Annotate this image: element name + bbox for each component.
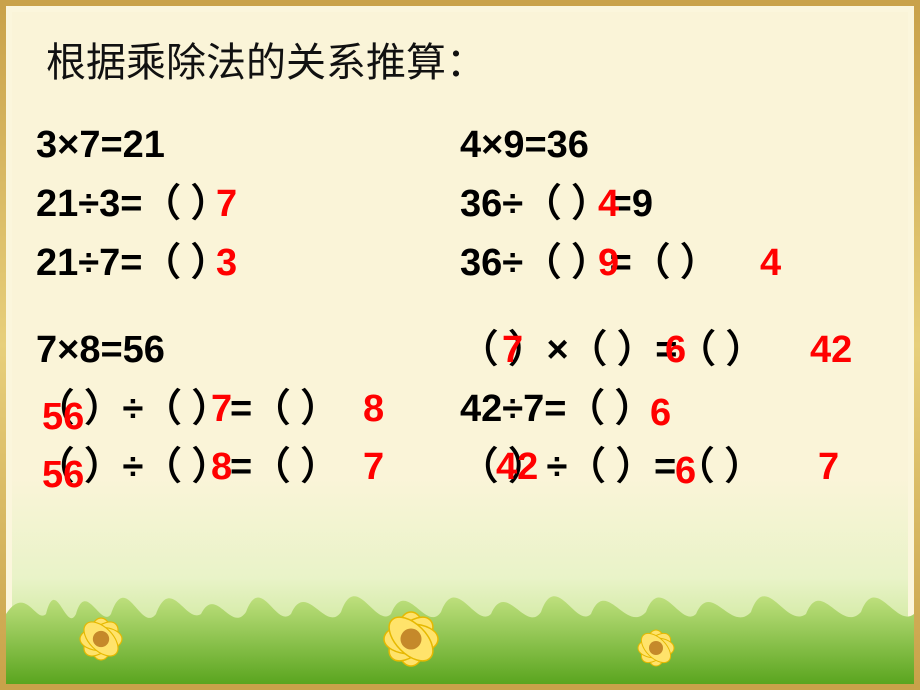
answer: 42 — [496, 438, 538, 497]
eq-text: 3×7=21 — [36, 124, 165, 166]
answer: 4 — [760, 234, 781, 293]
answer: 56 — [42, 388, 84, 447]
eq-text: 4×9=36 — [460, 124, 589, 166]
eq-text: 21÷7=（ ） — [36, 242, 229, 284]
answer: 8 — [363, 380, 384, 439]
eq-text: 42÷7=（ ） — [460, 388, 653, 430]
content-area: 3×7=21 21÷3=（ ） 7 21÷7=（ ） 3 4×9=36 36÷（… — [36, 116, 884, 497]
answer: 6 — [665, 321, 686, 380]
answer: 7 — [216, 175, 237, 234]
eq-text: 7×8=56 — [36, 329, 165, 371]
flower-icon — [366, 594, 456, 684]
answer: 4 — [598, 175, 619, 234]
slide-title: 根据乘除法的关系推算： — [46, 30, 486, 88]
answer: 7 — [211, 380, 232, 439]
flower-icon — [626, 618, 686, 678]
answer: 6 — [675, 442, 696, 501]
eq-text: 36÷（ ）=9 — [460, 183, 653, 225]
flower-icon — [66, 604, 136, 674]
answer: 56 — [42, 446, 84, 505]
answer: 7 — [363, 438, 384, 497]
answer: 7 — [502, 321, 523, 380]
answer: 3 — [216, 234, 237, 293]
slide-frame: 根据乘除法的关系推算： 3×7=21 21÷3=（ ） 7 21÷7=（ ） 3… — [0, 0, 920, 690]
answer: 9 — [598, 234, 619, 293]
eq-text: 36÷（ ）=（ ） — [460, 242, 718, 284]
grass-decor — [6, 564, 914, 684]
eq-text: 21÷3=（ ） — [36, 183, 229, 225]
answer: 6 — [650, 384, 671, 443]
answer: 8 — [211, 438, 232, 497]
answer: 42 — [810, 321, 852, 380]
answer: 7 — [818, 438, 839, 497]
